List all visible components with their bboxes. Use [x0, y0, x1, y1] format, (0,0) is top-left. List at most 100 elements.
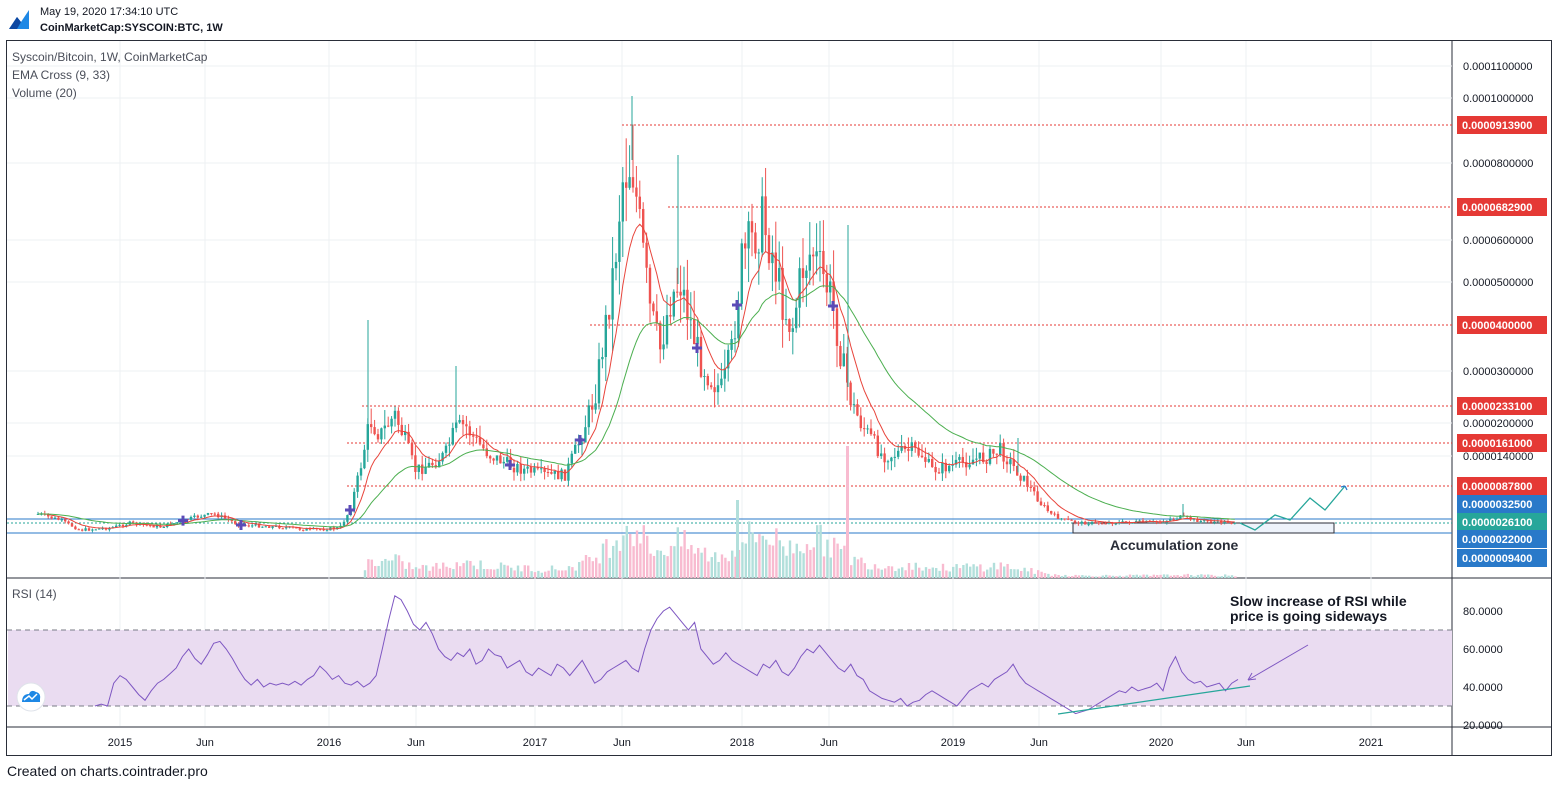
candle-body [618, 221, 621, 262]
volume-bar [989, 567, 992, 578]
volume-bar [945, 570, 948, 578]
candle-body [846, 353, 849, 383]
candle-body [325, 530, 329, 532]
rsi-annotation-arrow [1247, 644, 1309, 681]
volume-bar [856, 559, 860, 578]
candle-body [189, 516, 193, 520]
legend-title: Syscoin/Bitcoin, 1W, CoinMarketCap [12, 50, 208, 64]
candle-body [81, 529, 84, 531]
candle-body [614, 261, 618, 269]
snapshot-timestamp: May 19, 2020 17:34:10 UTC [40, 6, 179, 18]
volume-bar [527, 565, 530, 578]
candle-body [825, 274, 828, 293]
volume-bar [625, 525, 628, 578]
volume-bar [795, 543, 798, 578]
price-tick-label: 0.0000800000 [1463, 158, 1533, 170]
volume-bar [530, 571, 533, 578]
volume-bar [1159, 574, 1162, 578]
candle-body [648, 267, 652, 304]
candle-body [417, 464, 420, 472]
candle-body [1070, 519, 1073, 521]
candle-body [808, 254, 811, 271]
volume-bar [683, 530, 686, 578]
candle-body [149, 525, 152, 527]
volume-bar [595, 557, 598, 578]
price-level-label: 0.0000032500 [1462, 499, 1532, 511]
candle-body [900, 445, 903, 451]
volume-bar [452, 569, 455, 578]
volume-bar [676, 527, 679, 578]
candle-body [706, 376, 709, 386]
candle-body [387, 425, 390, 427]
volume-bar [408, 562, 411, 578]
volume-bar [1023, 567, 1026, 578]
volume-bar [601, 543, 605, 578]
candle-body [992, 448, 995, 454]
volume-bar [887, 566, 890, 578]
candle-body [1067, 518, 1070, 520]
candle-body [353, 491, 356, 510]
candle-body [869, 428, 873, 435]
volume-bar [669, 545, 673, 578]
candle-body [747, 221, 750, 249]
volume-bar [778, 540, 781, 578]
candle-body [533, 467, 536, 473]
cloud-icon-zigzag [23, 693, 38, 701]
volume-bar [367, 559, 370, 578]
volume-bar [775, 528, 778, 578]
volume-bar [799, 551, 802, 578]
volume-bar [724, 557, 727, 578]
candle-body [1107, 522, 1111, 524]
volume-bar [513, 570, 516, 578]
candle-body [84, 528, 87, 531]
candle-body [1073, 520, 1077, 523]
candle-body [1124, 521, 1128, 523]
time-tick-label: Jun [1030, 737, 1048, 749]
volume-bar [771, 545, 775, 578]
candle-body [625, 182, 628, 188]
candle-body [696, 336, 699, 345]
candle-body [57, 517, 60, 520]
candle-body [1060, 518, 1063, 520]
time-tick-label: Jun [407, 737, 425, 749]
volume-bar [955, 564, 958, 578]
volume-bar [860, 557, 863, 578]
volume-bar [1227, 575, 1230, 578]
projection-path [1239, 485, 1346, 531]
candle-body [662, 344, 665, 350]
candle-body [1179, 515, 1182, 519]
volume-bar [445, 566, 448, 578]
volume-bar [469, 560, 472, 578]
volume-bar [1156, 574, 1159, 578]
candle-body [1172, 519, 1175, 521]
candle-body [642, 208, 645, 243]
volume-bar [608, 557, 611, 578]
volume-bar [921, 570, 924, 578]
candle-body [580, 442, 584, 445]
candle-body [1080, 521, 1083, 524]
time-tick-label: 2016 [317, 737, 341, 749]
candle-body [574, 444, 577, 454]
volume-bar [516, 565, 520, 578]
candle-body [206, 513, 210, 515]
candle-body [818, 250, 822, 252]
candle-body [822, 250, 825, 275]
candle-body [587, 405, 590, 428]
candle-body [438, 461, 441, 468]
candle-body [686, 289, 689, 320]
volume-bar [1009, 569, 1013, 578]
candle-body [978, 452, 981, 459]
candle-body [67, 521, 70, 524]
ema-cross-marker [828, 301, 838, 311]
candle-body [1063, 518, 1066, 520]
accumulation-zone-label: Accumulation zone [1110, 537, 1239, 553]
candle-body [611, 268, 614, 320]
volume-bar [928, 568, 931, 578]
volume-bar [1077, 575, 1081, 578]
candle-body [931, 458, 934, 467]
volume-bar [639, 543, 642, 578]
candle-body [125, 524, 128, 527]
candle-body [1213, 521, 1216, 523]
accumulation-zone-box [1072, 522, 1335, 534]
